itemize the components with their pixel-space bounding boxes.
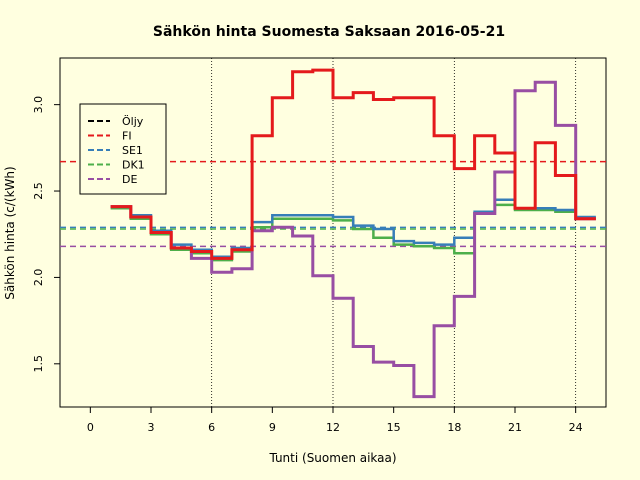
y-tick-label: 3.0 <box>32 96 45 114</box>
x-tick-label: 9 <box>269 421 276 434</box>
series-se1 <box>110 198 596 258</box>
x-tick-label: 0 <box>87 421 94 434</box>
x-tick-label: 18 <box>447 421 461 434</box>
legend-label: FI <box>122 130 132 143</box>
x-tick-label: 3 <box>148 421 155 434</box>
x-tick-label: 24 <box>569 421 583 434</box>
series-fi <box>110 68 596 260</box>
legend-label: DE <box>122 173 137 186</box>
x-tick-label: 6 <box>208 421 215 434</box>
y-tick-label: 2.0 <box>32 269 45 287</box>
x-axis-label: Tunti (Suomen aikaa) <box>268 451 396 465</box>
chart-title: Sähkön hinta Suomesta Saksaan 2016-05-21 <box>153 24 505 40</box>
legend-label: SE1 <box>122 144 143 157</box>
x-tick-label: 21 <box>508 421 522 434</box>
legend-label: DK1 <box>122 159 145 172</box>
y-tick-label: 1.5 <box>32 355 45 373</box>
y-axis-label: Sähkön hinta (c/(kWh) <box>3 166 17 299</box>
y-tick-label: 2.5 <box>32 182 45 200</box>
x-tick-label: 15 <box>387 421 401 434</box>
x-tick-label: 12 <box>326 421 340 434</box>
legend-label: Öljy <box>122 115 144 128</box>
legend-box <box>79 103 167 195</box>
